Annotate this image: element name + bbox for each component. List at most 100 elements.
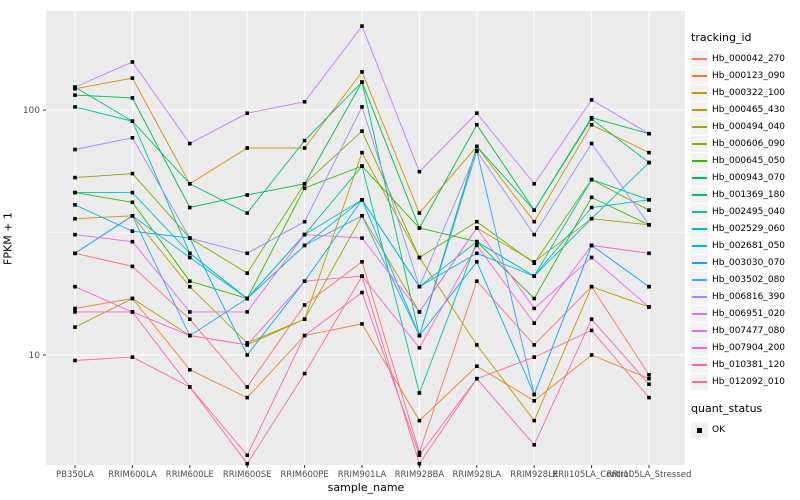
data-point (188, 255, 192, 260)
legend-item-Hb_000322_100: Hb_000322_100 (691, 84, 799, 101)
data-point (532, 392, 536, 397)
data-point (130, 214, 135, 218)
data-point (589, 243, 594, 248)
data-point (302, 186, 307, 190)
data-point (417, 450, 422, 455)
x-tick-label: PB350LA (56, 470, 94, 480)
x-tick-label: RRIM928BA (395, 470, 445, 480)
data-point (245, 341, 249, 345)
legend-item-Hb_000465_430: Hb_000465_430 (691, 101, 799, 118)
data-point (475, 219, 479, 224)
data-point (475, 239, 479, 244)
data-point (188, 385, 192, 389)
x-axis-title: sample_name (327, 481, 405, 494)
data-point (188, 205, 192, 210)
data-point (647, 395, 651, 400)
legend-item-label: Hb_000322_100 (712, 87, 786, 98)
legend-item-Hb_012092_010: Hb_012092_010 (691, 373, 799, 390)
data-point (532, 443, 536, 447)
data-point (360, 260, 364, 264)
data-point (360, 290, 364, 295)
legend-key-swatch (691, 186, 708, 203)
data-point (130, 200, 135, 205)
data-point (73, 284, 77, 289)
data-point (417, 333, 422, 338)
data-point (245, 461, 249, 466)
data-point (73, 325, 77, 329)
legend-item-Hb_006951_020: Hb_006951_020 (691, 305, 799, 322)
data-point (532, 306, 536, 311)
legend-key-swatch (691, 152, 708, 169)
data-point (532, 232, 536, 237)
legend-quant-status: quant_status OK (691, 402, 799, 438)
data-point (73, 93, 77, 97)
data-point (302, 146, 307, 150)
legend-item-Hb_006816_390: Hb_006816_390 (691, 288, 799, 305)
data-point (532, 296, 536, 301)
data-point (360, 105, 364, 109)
data-point (647, 305, 651, 309)
data-point (647, 382, 651, 386)
legend-item-label: Hb_010381_120 (712, 359, 786, 370)
legend-item-Hb_000943_070: Hb_000943_070 (691, 169, 799, 186)
data-point (302, 303, 307, 307)
data-point (245, 395, 249, 400)
data-point (302, 333, 307, 338)
data-point (188, 310, 192, 314)
x-tick-label: RRIM928LA (452, 470, 501, 480)
legend-item-Hb_002681_050: Hb_002681_050 (691, 237, 799, 254)
data-point (302, 219, 307, 224)
data-point (188, 368, 192, 372)
legend-item-Hb_003030_070: Hb_003030_070 (691, 254, 799, 271)
legend-key-swatch (691, 356, 708, 373)
data-point (589, 328, 594, 333)
data-point (475, 149, 479, 153)
data-point (130, 190, 135, 195)
data-point (130, 60, 135, 64)
data-point (589, 141, 594, 146)
legend-title-tracking-id: tracking_id (691, 31, 752, 44)
data-point (532, 321, 536, 325)
data-point (302, 182, 307, 186)
data-point (73, 203, 77, 207)
data-point (475, 243, 479, 248)
data-point (532, 399, 536, 403)
data-point (360, 164, 364, 168)
x-tick-label: RRIM600LA (108, 470, 157, 480)
legend-items: Hb_000042_270 Hb_000123_090 Hb_000322_100 H… (691, 50, 799, 390)
data-point (475, 279, 479, 283)
data-point (245, 385, 249, 389)
data-point (532, 355, 536, 359)
data-point (73, 175, 77, 180)
data-point (73, 310, 77, 314)
data-point (360, 24, 364, 28)
data-point (532, 182, 536, 186)
legend-item-Hb_003502_080: Hb_003502_080 (691, 271, 799, 288)
data-point (245, 343, 249, 347)
legend-item-label: Hb_003030_070 (712, 257, 786, 268)
legend-key-swatch (691, 254, 708, 271)
legend-item-Hb_001369_180: Hb_001369_180 (691, 186, 799, 203)
data-point (417, 461, 422, 466)
data-point (475, 251, 479, 256)
x-tick-label: RRII105LA_Stressed (607, 470, 692, 480)
x-tick-label: RRIM901LA (338, 470, 387, 480)
legend-key-swatch (691, 288, 708, 305)
data-point (647, 284, 651, 289)
legend-key-swatch (691, 339, 708, 356)
data-point (647, 150, 651, 155)
data-point (532, 343, 536, 347)
data-point (130, 229, 135, 233)
data-point (647, 198, 651, 202)
legend-item-label: Hb_001369_180 (712, 189, 786, 200)
data-point (417, 346, 422, 350)
black-square-marker-icon (691, 421, 708, 438)
data-point (417, 310, 422, 314)
legend-key-swatch (691, 84, 708, 101)
legend-item-label: Hb_000494_040 (712, 121, 786, 132)
data-point (532, 219, 536, 224)
data-point (73, 306, 77, 311)
data-point (302, 371, 307, 376)
